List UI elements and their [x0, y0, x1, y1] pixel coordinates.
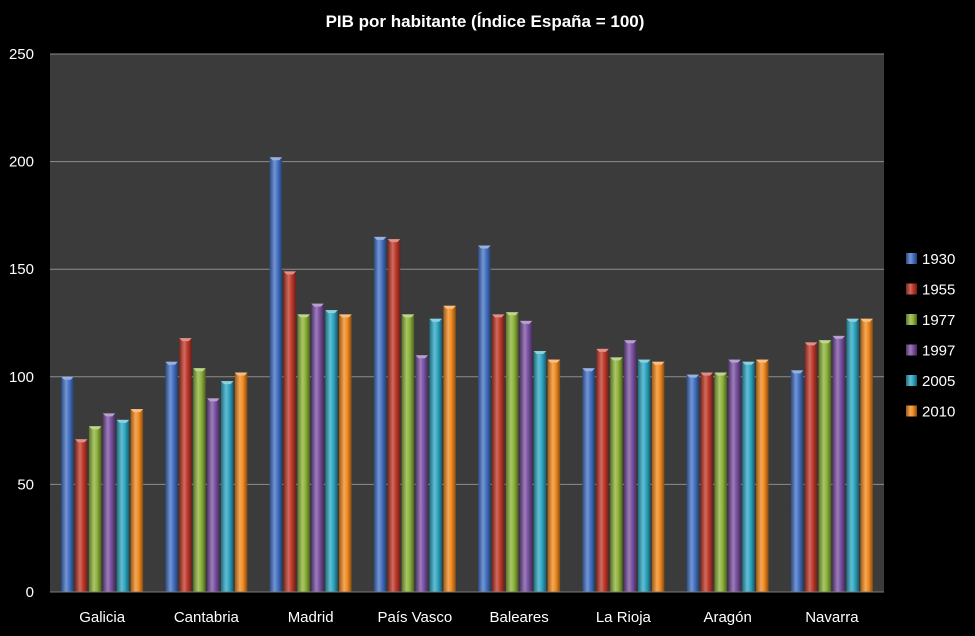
bar — [429, 318, 442, 592]
legend-label: 1955 — [922, 282, 955, 299]
bar — [637, 359, 651, 592]
bar — [686, 374, 700, 592]
y-tick-label: 100 — [9, 369, 34, 386]
y-tick-label: 150 — [9, 261, 34, 278]
bar — [401, 314, 415, 592]
bar — [651, 361, 665, 592]
bar — [61, 376, 74, 592]
bar — [387, 239, 401, 592]
bar — [547, 359, 561, 592]
legend-label: 2010 — [922, 404, 955, 421]
bar — [519, 320, 533, 592]
legend-label: 1930 — [922, 251, 955, 268]
bar — [756, 359, 769, 592]
x-tick-label: Navarra — [805, 609, 859, 626]
legend-item: 1930 — [906, 251, 955, 268]
bar — [610, 357, 623, 592]
x-tick-label: País Vasco — [377, 609, 452, 626]
bar — [443, 305, 456, 592]
bar — [728, 359, 741, 592]
bar — [311, 303, 324, 592]
bar — [130, 409, 144, 592]
chart-title: PIB por habitante (Índice España = 100) — [326, 12, 645, 31]
legend-item: 1997 — [906, 343, 955, 360]
legend-swatch — [906, 283, 917, 295]
legend-swatch — [906, 405, 917, 417]
y-tick-label: 200 — [9, 154, 34, 171]
bar — [624, 340, 637, 592]
bar — [102, 413, 116, 592]
bar — [339, 314, 352, 592]
bar — [533, 350, 547, 592]
bar — [234, 372, 248, 592]
bar — [116, 419, 130, 592]
bar — [478, 245, 491, 592]
legend: 1930 1955 1977 1997 2005 2010 — [906, 251, 955, 421]
legend-swatch — [906, 375, 917, 386]
legend-swatch — [906, 314, 917, 325]
x-tick-label: Cantabria — [174, 609, 240, 626]
bar — [179, 338, 192, 592]
legend-label: 1997 — [922, 343, 955, 360]
bar — [790, 370, 804, 592]
legend-item: 1955 — [906, 282, 955, 299]
x-tick-label: Galicia — [79, 609, 126, 626]
bar — [804, 342, 818, 592]
bar — [220, 381, 234, 592]
y-tick-label: 0 — [26, 584, 34, 601]
bar — [193, 368, 206, 592]
bar — [596, 348, 609, 592]
bar — [582, 368, 595, 592]
bar — [700, 372, 714, 592]
bar — [269, 157, 283, 592]
x-tick-label: Baleares — [490, 609, 549, 626]
bar — [714, 372, 727, 592]
legend-item: 2010 — [906, 404, 955, 421]
bar — [75, 439, 88, 592]
bar — [742, 361, 755, 592]
bar — [492, 314, 505, 592]
x-tick-label: Madrid — [288, 609, 334, 626]
legend-label: 1977 — [922, 312, 955, 329]
legend-label: 2005 — [922, 373, 955, 390]
bar — [415, 355, 429, 592]
bar — [818, 340, 832, 592]
bar — [860, 318, 873, 592]
legend-item: 1977 — [906, 312, 955, 329]
legend-item: 2005 — [906, 373, 955, 390]
bar — [325, 310, 338, 592]
bar — [832, 335, 846, 592]
x-tick-label: La Rioja — [596, 609, 652, 626]
bar — [373, 236, 387, 593]
bar — [297, 314, 310, 592]
y-tick-label: 250 — [9, 46, 34, 63]
y-axis-ticks: 0 50 100 150 200 250 — [9, 46, 34, 601]
bar — [283, 271, 297, 592]
bar — [88, 426, 102, 592]
bar — [165, 361, 178, 592]
y-tick-label: 50 — [17, 476, 34, 493]
bars — [61, 157, 873, 593]
x-tick-label: Aragón — [703, 609, 751, 626]
bar — [505, 312, 519, 592]
bar — [207, 398, 220, 592]
legend-swatch — [906, 253, 917, 264]
legend-swatch — [906, 344, 917, 356]
x-axis-ticks: Galicia Cantabria Madrid País Vasco Baleares… — [79, 609, 859, 626]
bar — [846, 318, 859, 592]
